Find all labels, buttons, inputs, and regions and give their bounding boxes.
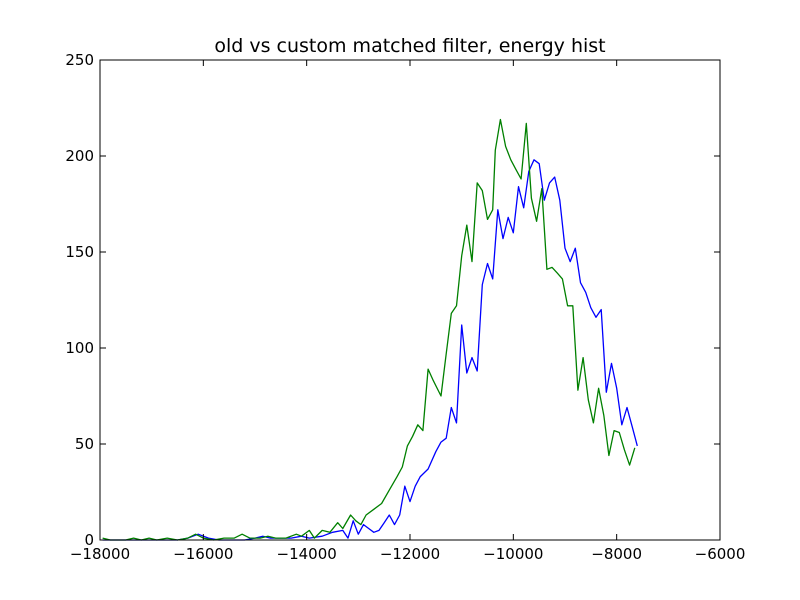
y-tick-label: 50 (75, 435, 94, 453)
x-tick-label: −8000 (591, 545, 642, 563)
y-tick-label: 200 (65, 147, 94, 165)
x-tick-label: −10000 (483, 545, 543, 563)
y-tick-label: 150 (65, 243, 94, 261)
axes-frame (99, 59, 721, 541)
series-line-1 (102, 159, 638, 541)
x-tick-label: −16000 (173, 545, 233, 563)
series-layer (102, 118, 638, 541)
ticks-layer: −18000 −16000 −14000 −12000 −10000 −8000 −6000… (65, 51, 745, 563)
x-tick-label: −12000 (380, 545, 440, 563)
series-line-2 (102, 118, 636, 541)
x-tick-label: −14000 (277, 545, 337, 563)
y-tick-label: 100 (65, 339, 94, 357)
x-tick-label: −18000 (70, 545, 130, 563)
y-tick-label: 0 (84, 531, 94, 549)
x-tick-label: −6000 (695, 545, 746, 563)
chart-title: old vs custom matched filter, energy his… (214, 35, 605, 57)
y-tick-label: 250 (65, 51, 94, 69)
